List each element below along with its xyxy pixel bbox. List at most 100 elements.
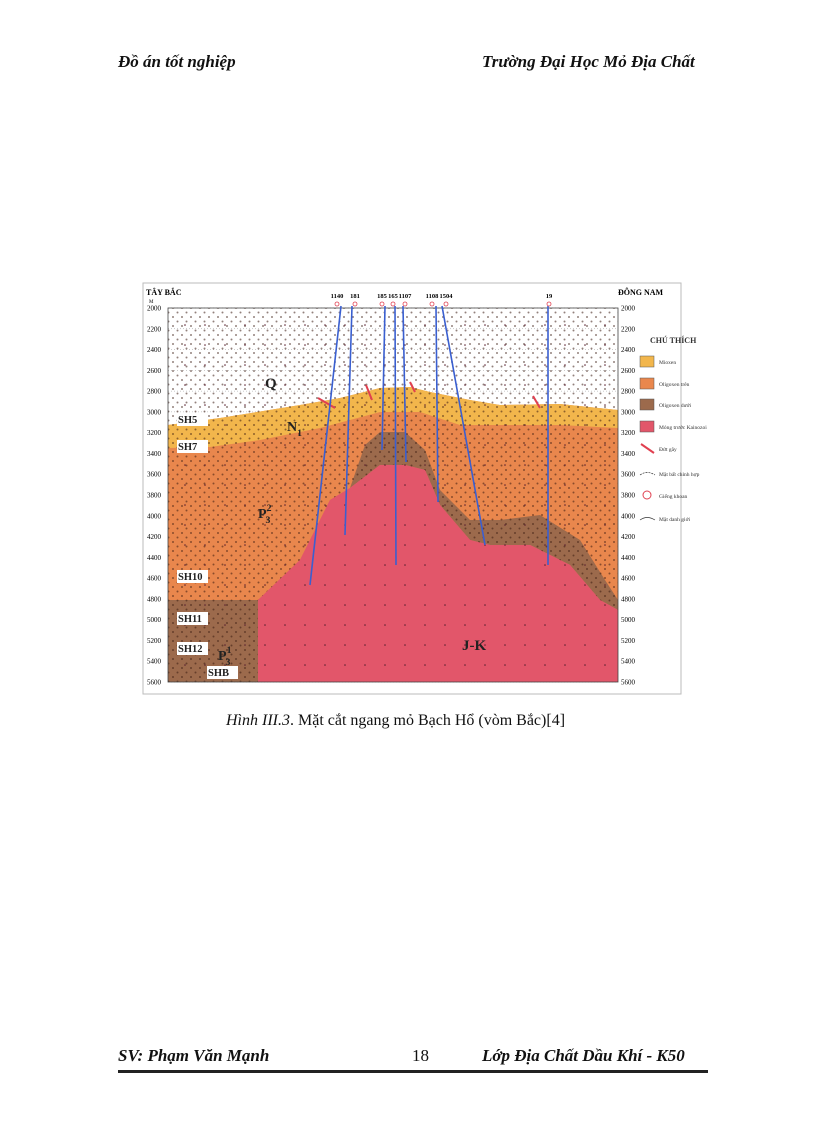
well bbox=[381, 305, 386, 451]
formation-label: P1 3 bbox=[218, 645, 232, 668]
depth-label-right: 2000 bbox=[621, 305, 636, 313]
formation-sub: 3 bbox=[225, 657, 230, 668]
depth-label-right: 5600 bbox=[621, 679, 636, 687]
section-box bbox=[177, 642, 208, 655]
plot-frame bbox=[167, 307, 619, 683]
well-label: 1140 bbox=[331, 293, 344, 300]
section-box bbox=[207, 666, 238, 679]
well bbox=[394, 305, 397, 566]
depth-label-right: 5200 bbox=[621, 637, 636, 645]
well-symbol bbox=[443, 301, 449, 307]
depth-label-right: 4200 bbox=[621, 533, 636, 541]
depth-label-right: 4800 bbox=[621, 595, 636, 603]
layers bbox=[168, 308, 618, 682]
legend-swatch bbox=[639, 377, 655, 390]
well-label: 19 bbox=[546, 293, 553, 300]
depth-label-right: 2200 bbox=[621, 325, 636, 333]
formation-label: Q bbox=[265, 376, 277, 392]
figure-caption: Hình III.3. Mặt cắt ngang mỏ Bạch Hổ (vò… bbox=[226, 712, 565, 730]
well bbox=[435, 305, 439, 503]
depth-label-right: 2400 bbox=[621, 346, 636, 354]
legend-item: Mioxen bbox=[659, 360, 676, 366]
wells: 1140 181 185 165 1107 1108 1504 19 bbox=[309, 293, 553, 586]
well-label: 185 bbox=[377, 293, 388, 300]
formation-label: P2 3 bbox=[258, 503, 272, 526]
formation-sup: 1 bbox=[227, 645, 232, 656]
well bbox=[402, 305, 407, 463]
legend-swatch bbox=[642, 490, 652, 500]
section-label: SH7 bbox=[178, 442, 197, 453]
legend-swatch bbox=[639, 472, 656, 476]
section-box bbox=[177, 440, 208, 453]
depth-label-left: 4400 bbox=[147, 554, 162, 562]
formation-label: J-K bbox=[462, 638, 486, 654]
well-symbol bbox=[352, 301, 358, 307]
depth-label-right: 5000 bbox=[621, 616, 636, 624]
legend-item: Oligoxen dưới bbox=[659, 403, 691, 409]
depth-label-right: 4600 bbox=[621, 575, 636, 583]
section-label: SH12 bbox=[178, 644, 203, 655]
well-symbol bbox=[390, 301, 396, 307]
formation-sub: 3 bbox=[265, 515, 270, 526]
right-direction: ĐÔNG NAM bbox=[618, 287, 664, 297]
footer-student: SV: Phạm Văn Mạnh bbox=[118, 1046, 270, 1065]
section-label: SH11 bbox=[178, 614, 202, 625]
depth-label-left: 4000 bbox=[147, 512, 162, 520]
legend-item: Mặt danh giới bbox=[659, 517, 690, 523]
depth-label-left: 5400 bbox=[147, 658, 162, 666]
legend-swatch bbox=[639, 355, 655, 368]
basement-texture bbox=[168, 308, 618, 682]
legend-item: Oligoxen trên bbox=[659, 382, 690, 388]
depth-label-right: 3400 bbox=[621, 450, 636, 458]
formation-base: Q bbox=[265, 376, 277, 392]
depth-label-left: 3600 bbox=[147, 471, 162, 479]
caption-label: Hình III.3 bbox=[226, 712, 290, 729]
well-symbol bbox=[546, 301, 552, 307]
legend-item: Đứt gãy bbox=[659, 447, 677, 453]
legend-item: Mặt bất chỉnh hợp bbox=[659, 471, 700, 478]
depth-label-left: 2600 bbox=[147, 367, 162, 375]
header-left: Đồ án tốt nghiệp bbox=[118, 52, 236, 71]
well-symbol bbox=[334, 301, 340, 307]
depth-label-right: 4400 bbox=[621, 554, 636, 562]
formation-base: J-K bbox=[462, 638, 486, 654]
depth-label-right: 3600 bbox=[621, 471, 636, 479]
fault bbox=[317, 397, 336, 409]
well bbox=[309, 305, 342, 586]
section-box bbox=[177, 612, 208, 625]
depth-label-left: 5000 bbox=[147, 616, 162, 624]
section-label: SH10 bbox=[178, 572, 203, 583]
left-direction: TÂY BẮC bbox=[146, 287, 182, 297]
unit: M bbox=[149, 300, 154, 305]
legend-swatch bbox=[639, 398, 655, 411]
formation-sup: 2 bbox=[267, 503, 272, 514]
depth-label-left: 2200 bbox=[147, 325, 162, 333]
footer-rule bbox=[118, 1070, 708, 1073]
well bbox=[441, 305, 486, 546]
fault bbox=[365, 384, 373, 401]
depth-label-right: 2800 bbox=[621, 388, 636, 396]
fault bbox=[532, 395, 541, 409]
depth-label-right: 2600 bbox=[621, 367, 636, 375]
depth-label-right: 3200 bbox=[621, 429, 636, 437]
caption-text: . Mặt cắt ngang mỏ Bạch Hổ (vòm Bắc)[4] bbox=[289, 712, 566, 729]
formation-base: N bbox=[287, 420, 297, 435]
section-box bbox=[177, 413, 208, 426]
formation-label: N1 bbox=[287, 420, 302, 439]
page-number: 18 bbox=[412, 1046, 429, 1065]
well-label: 1107 bbox=[399, 293, 412, 300]
depth-label-right: 4000 bbox=[621, 512, 636, 520]
depth-label-left: 4800 bbox=[147, 595, 162, 603]
depth-label-left: 4200 bbox=[147, 533, 162, 541]
well-symbol bbox=[402, 301, 408, 307]
well bbox=[344, 305, 353, 536]
legend-item: Giếng khoan bbox=[659, 493, 688, 500]
well-symbol bbox=[379, 301, 385, 307]
formation-base: P bbox=[258, 507, 267, 522]
depth-label-left: 2400 bbox=[147, 346, 162, 354]
well-label: 1108 bbox=[426, 293, 439, 300]
depth-label-left: 2000 bbox=[147, 305, 162, 313]
depth-label-left: 3800 bbox=[147, 492, 162, 500]
